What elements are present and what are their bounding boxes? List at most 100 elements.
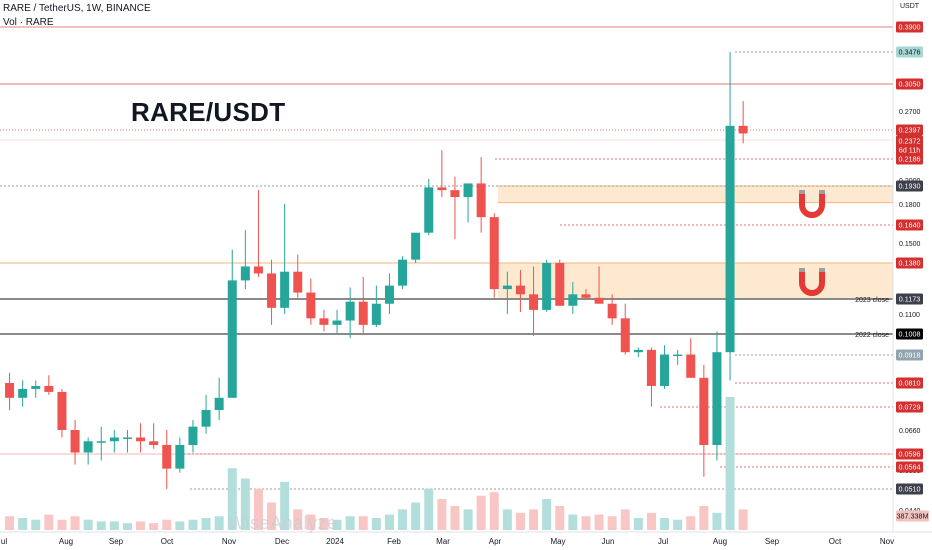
x-tick-label: May <box>550 537 565 546</box>
candle-body <box>463 183 473 198</box>
price-label-bg <box>896 46 923 58</box>
volume-bar <box>201 517 211 530</box>
price-label-text: 0.0596 <box>899 450 921 459</box>
price-label-text: 0.3900 <box>899 23 921 32</box>
volume-bar <box>463 509 473 530</box>
volume-bar <box>673 519 683 530</box>
magnets-layer <box>799 190 825 296</box>
zone-0 <box>498 186 893 203</box>
price-label: 0.3900 <box>896 21 923 33</box>
candle-body <box>633 349 643 353</box>
volume-bar <box>280 481 290 530</box>
volume-bar <box>136 521 146 530</box>
volume-bar <box>660 517 670 530</box>
candle-body <box>214 397 224 410</box>
watermark: WiseAnalyze <box>228 513 338 533</box>
price-label: 0.1173 <box>896 293 923 305</box>
price-label-bg <box>896 483 923 495</box>
volume-bar <box>686 516 696 530</box>
price-label-text: 0.0729 <box>899 403 921 412</box>
price-label-bg <box>896 349 923 361</box>
candle-body <box>660 354 670 386</box>
magnet-tip-left <box>799 190 805 194</box>
volume-bar <box>555 505 565 530</box>
candle-body <box>568 294 578 306</box>
candle-body <box>188 426 198 445</box>
candle-body <box>83 441 93 453</box>
price-label: 0.1930 <box>896 180 923 192</box>
candle-body <box>240 266 250 281</box>
candle-body <box>424 187 434 233</box>
price-label: 0.1008 <box>896 328 923 340</box>
volume-bar <box>411 502 421 530</box>
volume-bar <box>96 521 106 530</box>
price-label-bg <box>896 461 923 473</box>
x-tick-label: ul <box>1 537 7 546</box>
candle-body <box>345 301 355 321</box>
price-label-bg <box>896 78 923 90</box>
volume-bar <box>725 397 735 530</box>
volume-bar <box>267 502 277 530</box>
volume-bar <box>594 514 604 530</box>
price-label-text: 0.0918 <box>899 351 921 360</box>
volume-bar <box>384 514 394 530</box>
volume-bar <box>332 519 342 530</box>
price-label-text: 0.2397 <box>899 126 921 135</box>
price-label: 0.3050 <box>896 78 923 90</box>
volume-bar <box>529 509 539 530</box>
price-label: 0.2186 <box>896 153 923 165</box>
price-label: 0.2397 <box>896 124 923 136</box>
price-label: 0.0510 <box>896 483 923 495</box>
volume-bar <box>70 516 80 530</box>
price-label-text: 0.1640 <box>899 221 921 230</box>
price-label-bg <box>896 257 923 269</box>
candle-body <box>31 385 41 389</box>
price-label-text: 0.0564 <box>899 463 921 472</box>
volume-bar <box>542 499 552 530</box>
price-label-bg <box>896 401 923 413</box>
candle-body <box>411 232 421 260</box>
x-tick-label: Aug <box>713 537 727 546</box>
symbol-header[interactable]: RARE / TetherUS, 1W, BINANCE <box>3 3 151 14</box>
volume-bar <box>319 517 329 530</box>
price-label: 387.338M <box>896 510 929 522</box>
x-tick-label: Feb <box>387 537 401 546</box>
volume-bar <box>188 519 198 530</box>
x-tick-label: Jun <box>602 537 615 546</box>
chart-title: RARE/USDT <box>131 97 286 127</box>
price-label-text: 0.1008 <box>899 330 921 339</box>
x-tick-label: Mar <box>436 537 450 546</box>
candle-body <box>162 445 172 469</box>
x-tick-label: Nov <box>880 537 894 546</box>
price-label: 0.3476 <box>896 46 923 58</box>
price-label-bg <box>896 124 923 136</box>
volume-bar <box>607 516 617 530</box>
volume-bar <box>515 512 525 530</box>
y-tick-label: 0.1500 <box>899 241 921 248</box>
candle-body <box>5 383 15 398</box>
price-label-bg <box>896 510 929 522</box>
volume-bar <box>57 519 67 530</box>
x-tick-label: Oct <box>161 537 174 546</box>
candle-body <box>358 301 368 325</box>
candle-body <box>437 187 447 191</box>
y-tick-label: 0.2700 <box>899 109 921 116</box>
candle-body <box>529 294 539 310</box>
price-label-bg <box>896 377 923 389</box>
price-label-text: 0.0510 <box>899 485 921 494</box>
candle-body <box>175 445 185 469</box>
candle-body <box>515 285 525 295</box>
volume-bar <box>738 509 748 530</box>
candle-body <box>253 266 263 274</box>
magnet-icon <box>799 271 825 296</box>
candle-body <box>450 190 460 198</box>
candle-body <box>725 125 735 353</box>
candle-body <box>738 125 748 134</box>
candle-body <box>44 385 54 392</box>
price-label-bg <box>896 180 923 192</box>
volume-header[interactable]: Vol · RARE <box>3 17 54 28</box>
candle-body <box>149 441 159 445</box>
